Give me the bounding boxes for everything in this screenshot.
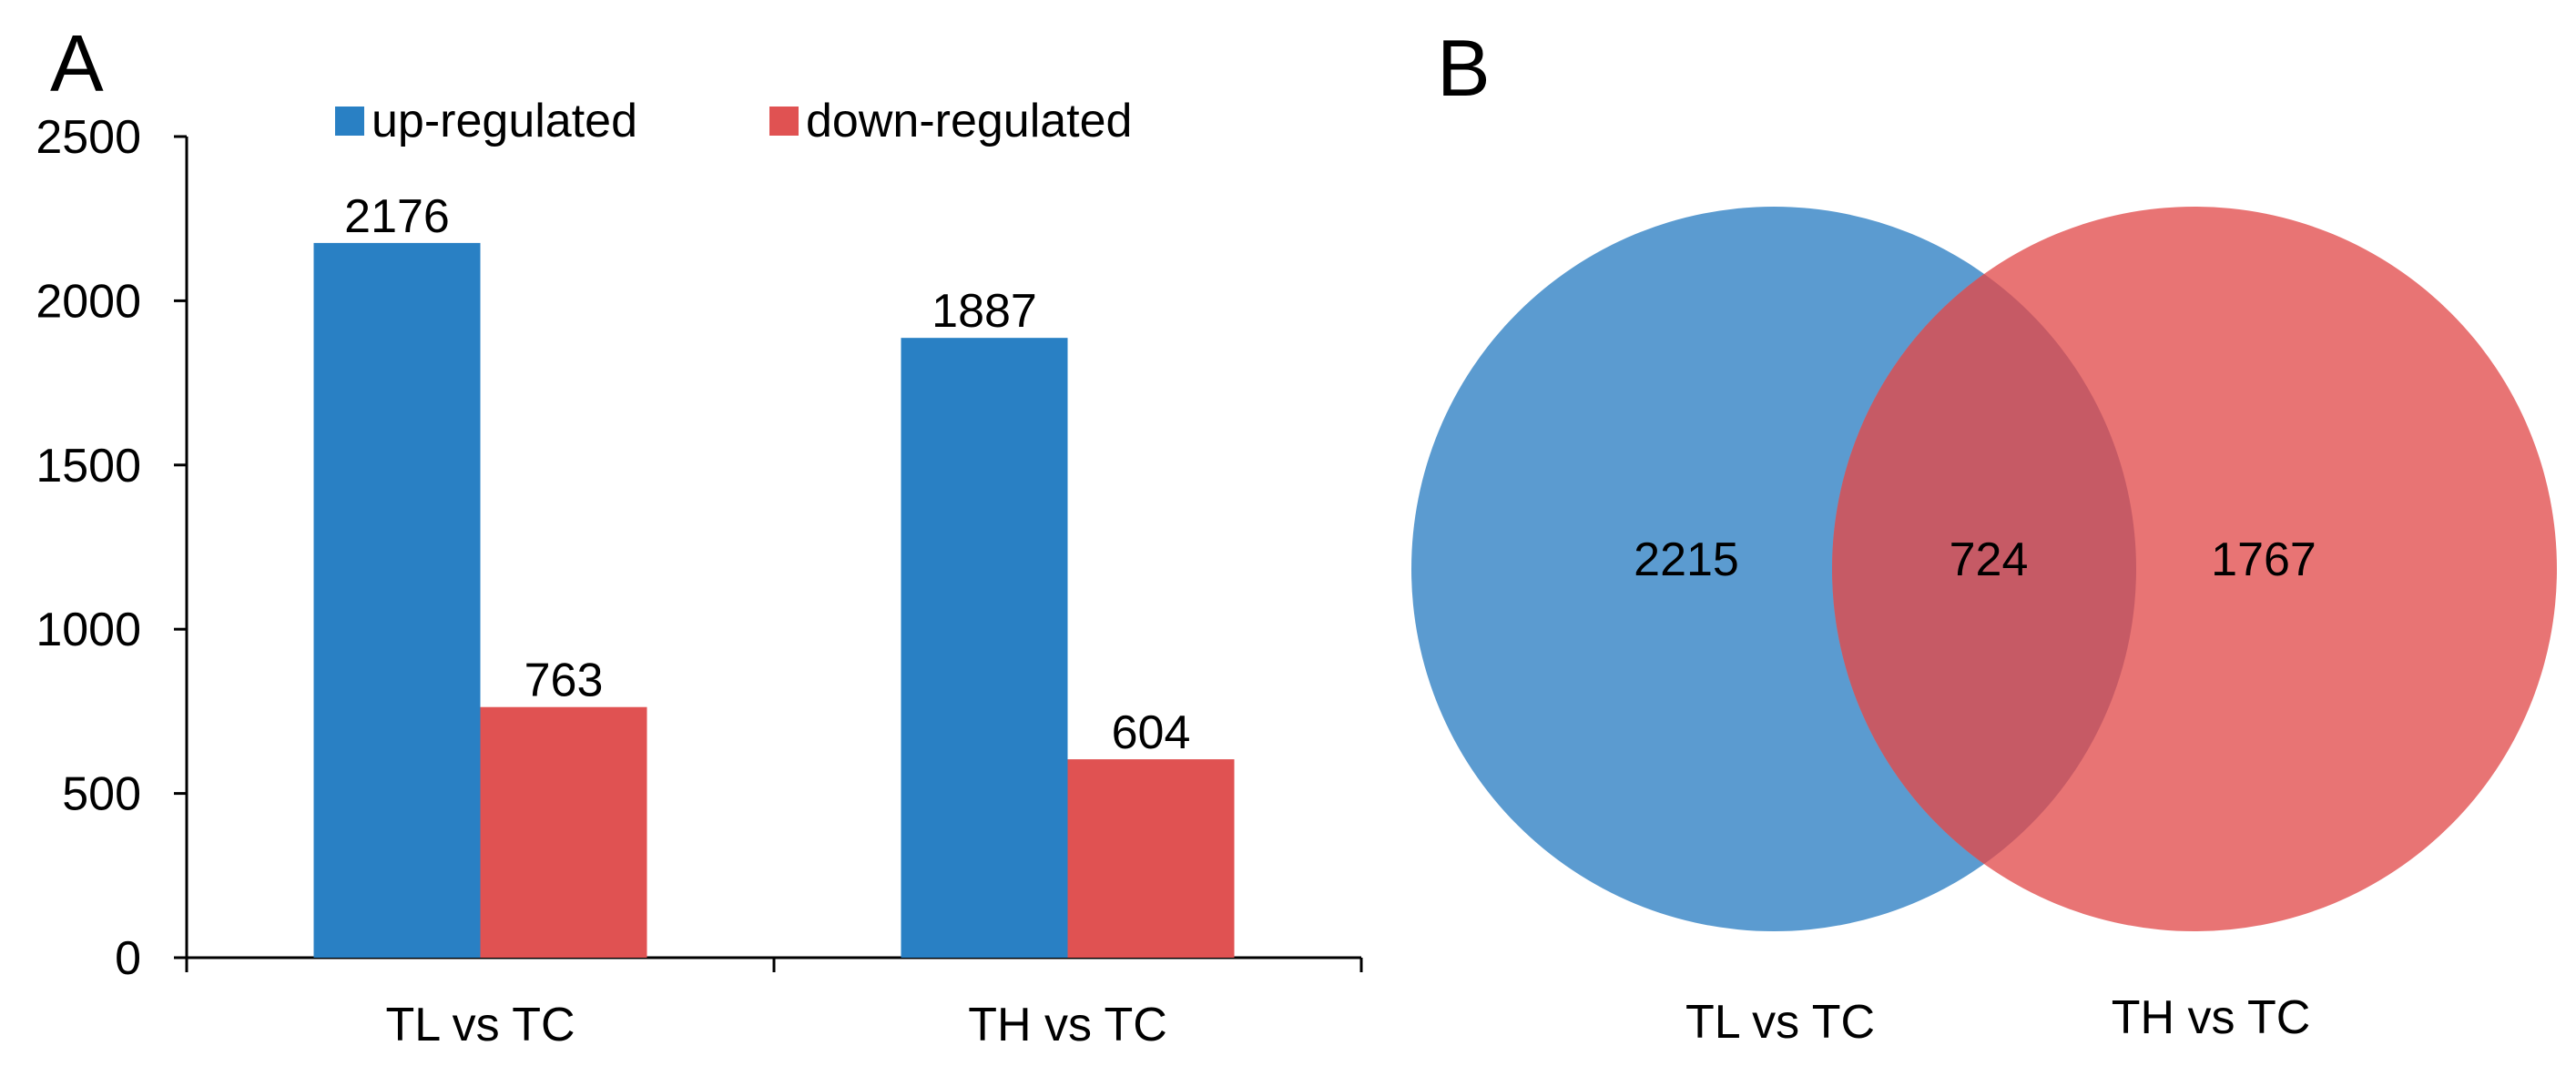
- y-tick-label-1: 500: [62, 768, 141, 821]
- y-tick-label-5: 2500: [36, 111, 141, 164]
- y-tick-label-3: 1500: [36, 440, 141, 492]
- venn-value-th-only: 1767: [2211, 533, 2316, 586]
- x-ticks: TL vs TC TH vs TC: [185, 958, 1363, 1051]
- bar-value-label-up-regulated-1: 1887: [932, 285, 1037, 338]
- bar-up-regulated-1: [901, 338, 1068, 958]
- bar-down-regulated-1: [1067, 759, 1235, 958]
- bar-value-label-up-regulated-0: 2176: [344, 190, 450, 243]
- legend-label-up-regulated: up-regulated: [372, 95, 637, 147]
- venn-intersection: [1832, 207, 2136, 931]
- y-ticks: 0 500 1000 1500 2000 2500: [36, 111, 187, 985]
- panel-label-a: A: [50, 18, 104, 108]
- bar-value-label-down-regulated-0: 763: [524, 655, 604, 707]
- legend-swatch-up-regulated: [335, 107, 364, 136]
- legend-swatch-down-regulated: [769, 107, 799, 136]
- bar-down-regulated-0: [480, 706, 647, 958]
- venn-diagram: 2215 724 1767 TL vs TC TH vs TC: [1411, 207, 2557, 1049]
- legend-label-down-regulated: down-regulated: [806, 95, 1132, 147]
- y-tick-label-0: 0: [115, 932, 141, 985]
- bar-up-regulated-0: [313, 242, 481, 959]
- bar-labels: 2176 763 1887 604: [344, 190, 1190, 759]
- venn-set-label-th-vs-tc: TH vs TC: [2112, 991, 2311, 1044]
- bar-chart: up-regulated down-regulated 2176 763 1887 6…: [36, 95, 1363, 1051]
- y-tick-label-4: 2000: [36, 275, 141, 328]
- panel-label-b: B: [1437, 23, 1491, 113]
- bar-value-label-down-regulated-1: 604: [1112, 706, 1191, 759]
- bars: [313, 242, 1235, 959]
- x-category-label-1: TH vs TC: [968, 999, 1167, 1051]
- venn-value-intersection: 724: [1950, 533, 2029, 586]
- y-tick-label-2: 1000: [36, 604, 141, 656]
- venn-set-label-tl-vs-tc: TL vs TC: [1685, 996, 1875, 1049]
- legend: up-regulated down-regulated: [335, 95, 1132, 147]
- x-category-label-0: TL vs TC: [385, 999, 575, 1051]
- venn-value-tl-only: 2215: [1634, 533, 1739, 586]
